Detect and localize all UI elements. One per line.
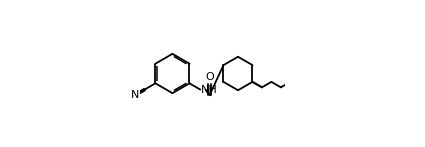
Text: N: N xyxy=(131,90,140,100)
Text: O: O xyxy=(205,72,214,82)
Text: NH: NH xyxy=(201,85,217,95)
